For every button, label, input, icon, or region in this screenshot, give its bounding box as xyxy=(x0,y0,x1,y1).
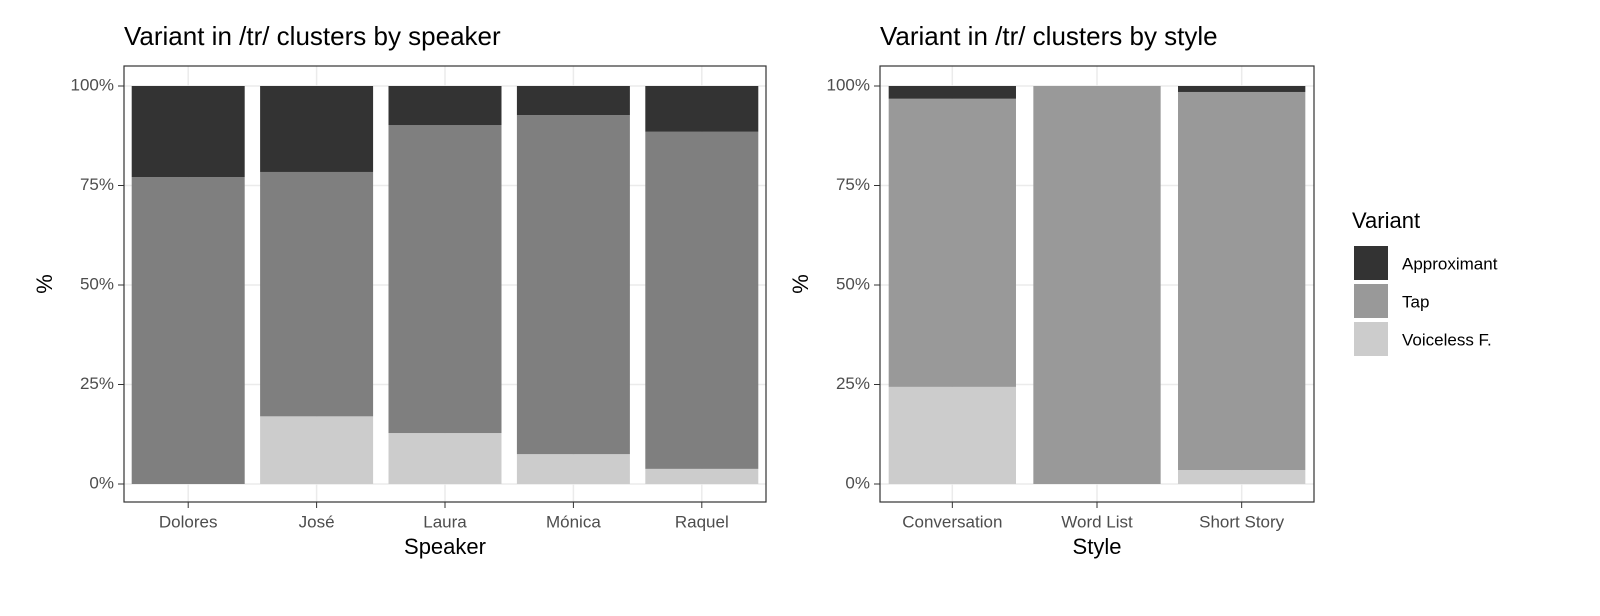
y-tick-label: 25% xyxy=(80,374,114,393)
y-tick-label: 25% xyxy=(836,374,870,393)
x-tick-label: Short Story xyxy=(1199,512,1285,531)
legend-label: Voiceless F. xyxy=(1402,330,1492,349)
x-tick-label: Raquel xyxy=(675,512,729,531)
bar-segment xyxy=(1178,470,1306,484)
x-tick-label: Dolores xyxy=(159,512,218,531)
bar-segment xyxy=(645,86,759,132)
bar-segment xyxy=(260,171,374,417)
x-axis-title: Style xyxy=(1073,534,1122,559)
x-tick-label: Word List xyxy=(1061,512,1133,531)
bar-segment xyxy=(516,454,630,484)
bar-segment xyxy=(645,131,759,469)
bar-segment xyxy=(388,86,502,126)
y-tick-label: 100% xyxy=(71,75,114,94)
bar-segment xyxy=(888,86,1016,99)
bar-segment xyxy=(1178,86,1306,92)
bar-segment xyxy=(645,468,759,484)
bar-segment xyxy=(1178,91,1306,471)
chart-title: Variant in /tr/ clusters by style xyxy=(880,21,1218,51)
x-axis-title: Speaker xyxy=(404,534,486,559)
y-tick-label: 0% xyxy=(845,473,870,492)
y-tick-label: 0% xyxy=(89,473,114,492)
legend-label: Tap xyxy=(1402,292,1429,311)
bar-segment xyxy=(388,125,502,434)
y-axis-title: % xyxy=(32,274,57,294)
bar-segment xyxy=(516,86,630,116)
y-tick-label: 50% xyxy=(836,274,870,293)
legend-key xyxy=(1354,246,1388,280)
y-tick-label: 75% xyxy=(80,175,114,194)
x-tick-label: José xyxy=(299,512,335,531)
bar-segment xyxy=(131,177,245,484)
legend-key xyxy=(1354,322,1388,356)
y-axis-title: % xyxy=(788,274,813,294)
panel-border xyxy=(123,65,767,503)
bar-segment xyxy=(388,433,502,484)
legend-label: Approximant xyxy=(1402,254,1498,273)
bar-segment xyxy=(888,386,1016,484)
bar-segment xyxy=(516,115,630,455)
bar-segment xyxy=(131,86,245,178)
y-tick-label: 50% xyxy=(80,274,114,293)
bar-segment xyxy=(888,98,1016,387)
panel-border xyxy=(879,65,1315,503)
x-tick-label: Conversation xyxy=(902,512,1002,531)
x-tick-label: Laura xyxy=(423,512,467,531)
bar-segment xyxy=(260,416,374,484)
y-tick-label: 75% xyxy=(836,175,870,194)
y-tick-label: 100% xyxy=(827,75,870,94)
chart-title: Variant in /tr/ clusters by speaker xyxy=(124,21,501,51)
x-tick-label: Mónica xyxy=(546,512,601,531)
bar-segment xyxy=(260,86,374,172)
legend-title: Variant xyxy=(1352,208,1420,233)
bar-segment xyxy=(1033,86,1161,484)
legend-key xyxy=(1354,284,1388,318)
